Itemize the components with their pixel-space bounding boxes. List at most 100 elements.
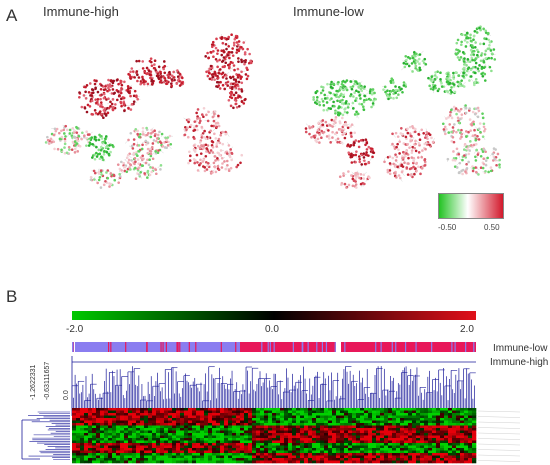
network-node — [493, 157, 496, 161]
network-node — [410, 62, 414, 65]
heatmap-cell — [192, 460, 197, 464]
heatmap-cell — [420, 458, 425, 461]
network-node — [450, 108, 453, 112]
heatmap-cell — [328, 438, 333, 441]
heatmap-cell — [124, 415, 129, 419]
heatmap-cell — [176, 420, 181, 424]
heatmap-cell — [184, 438, 189, 441]
heatmap-cell — [76, 435, 81, 439]
heatmap-cell — [332, 430, 337, 434]
heatmap-cell — [412, 443, 417, 446]
heatmap-cell — [236, 425, 241, 429]
network-node — [402, 61, 406, 65]
network-node — [446, 90, 450, 94]
heatmap-cell — [408, 435, 413, 439]
heatmap-cell — [324, 448, 329, 451]
heatmap-cell — [148, 455, 153, 459]
heatmap-cell — [452, 460, 457, 464]
heatmap-cell — [420, 423, 425, 426]
network-node — [451, 158, 455, 162]
heatmap-cell — [388, 420, 393, 424]
network-node — [216, 52, 219, 55]
network-node — [67, 145, 71, 149]
network-node — [367, 176, 371, 180]
heatmap-cell — [288, 435, 293, 439]
heatmap-cell — [444, 435, 449, 439]
heatmap-cell — [200, 458, 205, 461]
heatmap-cell — [388, 460, 393, 464]
heatmap-cell — [428, 460, 433, 464]
network-node — [206, 144, 210, 147]
network-node — [113, 178, 117, 182]
heatmap-cell — [284, 425, 289, 429]
network-node — [148, 173, 152, 177]
heatmap-cell — [440, 408, 445, 411]
heatmap-cell — [468, 445, 473, 449]
heatmap-cell — [392, 435, 397, 439]
heatmap-cell — [428, 418, 433, 421]
heatmap-cell — [200, 413, 205, 416]
heatmap-cell — [116, 415, 121, 419]
heatmap-cell — [188, 440, 193, 444]
heatmap-cell — [88, 413, 93, 416]
heatmap-cell — [276, 458, 281, 461]
network-node — [354, 171, 357, 175]
heatmap-cell — [220, 458, 225, 461]
heatmap-cell — [372, 415, 377, 419]
network-node — [331, 130, 334, 134]
heatmap-cell — [152, 445, 157, 449]
network-node — [447, 131, 451, 134]
heatmap-cell — [312, 430, 317, 434]
network-node — [358, 160, 362, 164]
network-node — [471, 58, 474, 62]
network-node — [325, 135, 329, 138]
heatmap-cell — [88, 445, 93, 449]
heatmap-cell — [376, 458, 381, 461]
heatmap-cell — [216, 440, 221, 444]
heatmap-cell — [128, 443, 133, 446]
heatmap-cell — [180, 413, 185, 416]
network-node — [97, 148, 101, 152]
heatmap-cell — [116, 408, 121, 411]
heatmap-cell — [364, 413, 369, 416]
heatmap-cell — [416, 423, 421, 426]
heatmap-cell — [128, 420, 133, 424]
heatmap-cell — [440, 430, 445, 434]
heatmap-cell — [384, 438, 389, 441]
heatmap-cell — [416, 410, 421, 414]
network-node — [322, 104, 326, 107]
network-node — [334, 138, 338, 142]
network-node — [138, 135, 141, 139]
network-node — [237, 60, 240, 63]
heatmap-cell — [312, 408, 317, 411]
heatmap-cell — [200, 418, 205, 421]
network-node — [355, 89, 358, 93]
network-node — [120, 160, 123, 164]
network-node — [144, 161, 148, 165]
network-node — [414, 54, 417, 58]
heatmap-cell — [124, 453, 129, 456]
heatmap-cell — [300, 445, 305, 449]
network-node — [121, 96, 125, 99]
heatmap-cell — [296, 413, 301, 416]
heatmap-cell — [400, 415, 405, 419]
heatmap-cell — [468, 433, 473, 436]
heatmap-cell — [216, 455, 221, 459]
heatmap-cell — [252, 453, 257, 456]
network-node — [129, 168, 132, 171]
network-node — [391, 78, 395, 82]
heatmap-cell — [164, 408, 169, 411]
heatmap-cell — [292, 420, 297, 424]
heatmap-cell — [468, 425, 473, 429]
heatmap-cell — [452, 415, 457, 419]
heatmap-cell — [144, 425, 149, 429]
heatmap-cell — [320, 428, 325, 431]
heatmap-cell — [368, 458, 373, 461]
heatmap-cell — [456, 440, 461, 444]
heatmap-cell — [324, 410, 329, 414]
network-node — [474, 77, 478, 81]
network-node — [149, 147, 152, 151]
network-node — [421, 59, 425, 63]
network-node — [338, 175, 342, 179]
heatmap-cell — [228, 430, 233, 434]
